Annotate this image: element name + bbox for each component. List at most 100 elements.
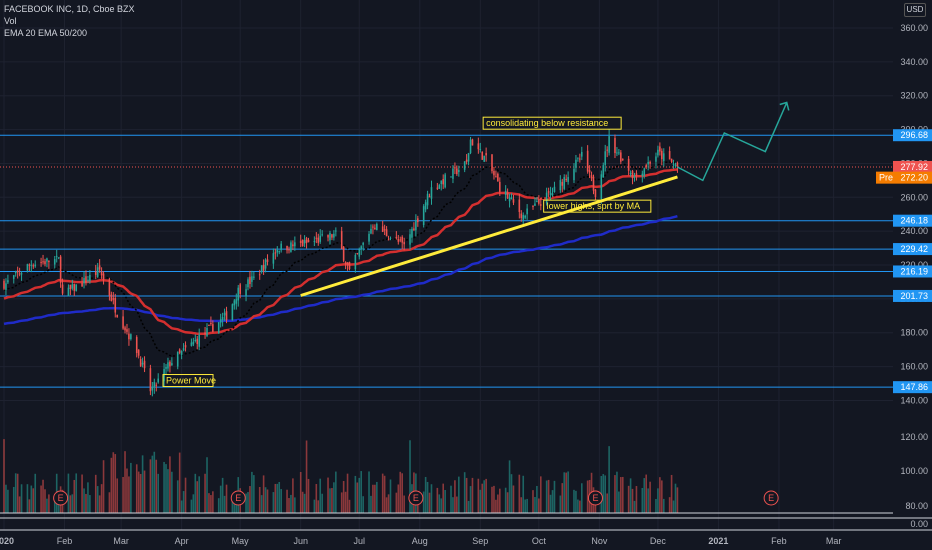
volume-bar <box>258 486 261 513</box>
candle-body <box>5 283 7 290</box>
volume-bar <box>493 485 495 513</box>
candle-body <box>545 192 548 204</box>
ema20-line <box>3 161 678 357</box>
earnings-marker-icon <box>763 490 779 506</box>
candle-body <box>479 149 482 151</box>
candle-body <box>225 311 228 321</box>
currency-badge[interactable]: USD <box>904 3 926 17</box>
volume-bar <box>452 497 454 513</box>
volume-bar <box>333 482 335 513</box>
volume-bar <box>374 484 376 513</box>
volume-bar <box>399 471 402 513</box>
candle-body <box>315 237 318 239</box>
candle-body <box>409 234 411 245</box>
volume-bar <box>83 488 85 513</box>
volume-bar <box>631 488 634 513</box>
volume-bar <box>401 473 404 513</box>
volume-bar <box>426 481 429 513</box>
candle-body <box>290 242 292 252</box>
horizontal-levels <box>0 134 893 388</box>
volume-bar <box>614 475 616 513</box>
candle-body <box>32 265 35 267</box>
volume-bar <box>163 461 165 513</box>
volume-bar <box>249 486 251 513</box>
earnings-marker-icon <box>408 490 424 506</box>
candle-body <box>452 168 454 179</box>
volume-bar <box>141 455 144 513</box>
volume-bar <box>204 473 206 513</box>
candle-body <box>538 199 540 204</box>
volume-bar <box>606 493 608 513</box>
volume-bar <box>335 471 337 513</box>
volume-bar <box>442 483 444 513</box>
candle-body <box>94 271 97 275</box>
candle-body <box>69 284 72 290</box>
volume-bar <box>471 477 474 513</box>
candle-body <box>491 154 493 172</box>
candle-body <box>606 149 608 151</box>
candle-body <box>458 170 460 173</box>
projection-path <box>677 102 788 182</box>
candle-body <box>376 223 378 230</box>
volume-bar <box>438 494 441 513</box>
candle-body <box>266 259 269 262</box>
candle-body <box>586 150 589 172</box>
volume-bar <box>190 499 193 513</box>
volume-bar <box>573 489 575 513</box>
candle-body <box>485 153 487 156</box>
volume-bar <box>16 473 19 513</box>
candle-body <box>440 180 443 185</box>
drawings: consolidating below resistance lower high… <box>53 101 790 506</box>
candle-body <box>385 229 388 237</box>
earnings-marker-label: E <box>413 493 419 503</box>
volume-bar <box>40 485 42 513</box>
price-tick-label: 320.00 <box>900 91 928 101</box>
volume-bar <box>662 498 665 513</box>
volume-bar <box>34 473 37 513</box>
volume-bar <box>485 478 487 513</box>
volume-bar <box>526 498 528 513</box>
volume-bar <box>210 495 212 513</box>
volume-bar <box>430 484 433 513</box>
candle-body <box>549 192 552 195</box>
candle-body <box>547 191 550 193</box>
candle-body <box>621 159 624 161</box>
candle-body <box>235 299 238 304</box>
candle-body <box>444 174 446 188</box>
volume-bar <box>235 499 238 513</box>
candle-body <box>96 267 99 277</box>
volume-bar <box>89 495 91 513</box>
earnings-marker-label: E <box>768 493 774 503</box>
volume-bar <box>20 484 23 513</box>
volume-bar <box>100 484 103 513</box>
grid <box>0 0 893 530</box>
volume-bar <box>512 485 515 513</box>
annotation-text: lower highs, sprt by MA <box>547 201 641 211</box>
candle-body <box>348 262 351 270</box>
time-tick-label: Jun <box>293 536 308 546</box>
candle-body <box>307 239 310 243</box>
volume-bar <box>157 473 160 513</box>
volume-bar <box>403 495 405 513</box>
volume-bar <box>602 474 605 513</box>
candle-body <box>614 137 616 154</box>
volume-bar <box>577 499 579 513</box>
volume-bar <box>30 485 33 513</box>
candle-body <box>262 264 265 271</box>
volume-bar <box>112 452 115 513</box>
candle-body <box>231 304 234 321</box>
candle-body <box>81 283 83 287</box>
candle-body <box>456 168 458 175</box>
volume-bar <box>313 499 316 513</box>
candle-body <box>370 228 372 234</box>
candle-body <box>53 259 56 265</box>
volume-bar <box>518 474 521 513</box>
volume-bar <box>303 493 306 513</box>
volume-bar <box>217 498 220 513</box>
volume-bar <box>616 471 618 513</box>
candle-body <box>454 167 456 169</box>
candle-body <box>360 246 363 249</box>
volume-bar <box>454 480 456 513</box>
time-tick-label: Mar <box>113 536 129 546</box>
